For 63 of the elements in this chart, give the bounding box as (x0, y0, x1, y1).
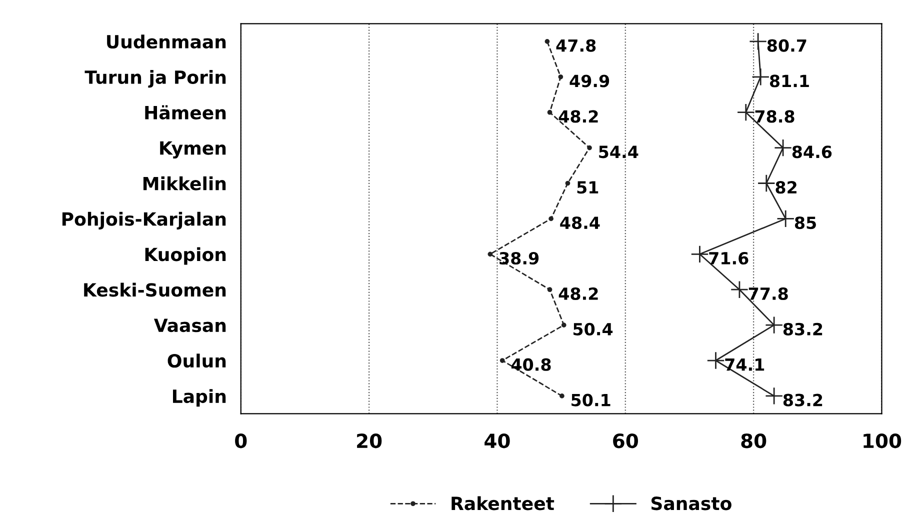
point (587, 145, 592, 150)
y-tick-label: Uudenmaan (107, 34, 226, 49)
point (560, 394, 564, 398)
point (730, 280, 748, 299)
point (690, 245, 709, 264)
data-label: 83.2 (783, 322, 822, 336)
y-tick-label: Turun ja Porin (84, 70, 226, 88)
point (749, 32, 768, 50)
point (776, 210, 795, 228)
data-label: 74.1 (725, 358, 764, 371)
point (752, 68, 770, 86)
x-tick-label: 100 (864, 433, 902, 448)
x-tick-label: 60 (613, 433, 638, 448)
data-label: 54.4 (599, 146, 638, 158)
point (547, 287, 552, 292)
x-tick-label: 20 (357, 433, 382, 448)
data-label: 78.8 (755, 110, 794, 123)
data-label: 47.8 (556, 39, 596, 52)
x-tick-label: 0 (235, 433, 247, 448)
y-tick-label: Kymen (160, 141, 226, 158)
data-label: 48.2 (558, 287, 598, 300)
point (774, 138, 792, 157)
data-label: 50.1 (572, 394, 610, 406)
y-tick-label: Oulun (168, 354, 226, 368)
y-tick-label: Mikkelin (143, 176, 226, 190)
data-label: 80.7 (767, 39, 806, 52)
y-tick-label: Vaasan (154, 318, 226, 332)
x-tick-label: 80 (741, 433, 766, 448)
data-label: 48.2 (558, 110, 598, 123)
point (757, 174, 776, 192)
point (706, 351, 725, 370)
data-label: 77.8 (748, 287, 788, 300)
data-label: 84.6 (792, 146, 832, 158)
data-label: 48.4 (560, 216, 600, 230)
y-tick-label: Pohjois-Karjalan (62, 212, 226, 230)
data-label: 49.9 (570, 74, 610, 88)
point (765, 316, 784, 334)
data-label: 50.4 (573, 322, 613, 336)
point (561, 322, 566, 328)
point (500, 358, 505, 363)
point (736, 103, 755, 122)
data-label: 85 (794, 216, 816, 230)
data-label: 83.2 (783, 394, 822, 406)
y-tick-label: Lapin (173, 389, 226, 407)
data-label: 38.9 (500, 252, 539, 265)
data-label: 81.1 (770, 74, 809, 88)
point (765, 386, 784, 405)
point (547, 110, 552, 115)
data-label: 40.8 (511, 358, 551, 371)
y-tick-label: Keski-Suomen (84, 282, 226, 297)
point (544, 39, 550, 44)
x-tick-label: 40 (484, 433, 510, 448)
data-label: 82 (776, 181, 796, 194)
point (488, 252, 493, 257)
y-tick-label: Hämeen (145, 105, 226, 120)
point (548, 216, 554, 222)
legend-label: Sanasto (651, 496, 732, 510)
data-label: 71.6 (709, 252, 748, 265)
legend-label: Rakenteet (452, 496, 554, 510)
point (565, 180, 570, 186)
data-label: 51 (577, 181, 598, 194)
point (558, 74, 564, 80)
y-tick-label: Kuopion (145, 247, 226, 265)
